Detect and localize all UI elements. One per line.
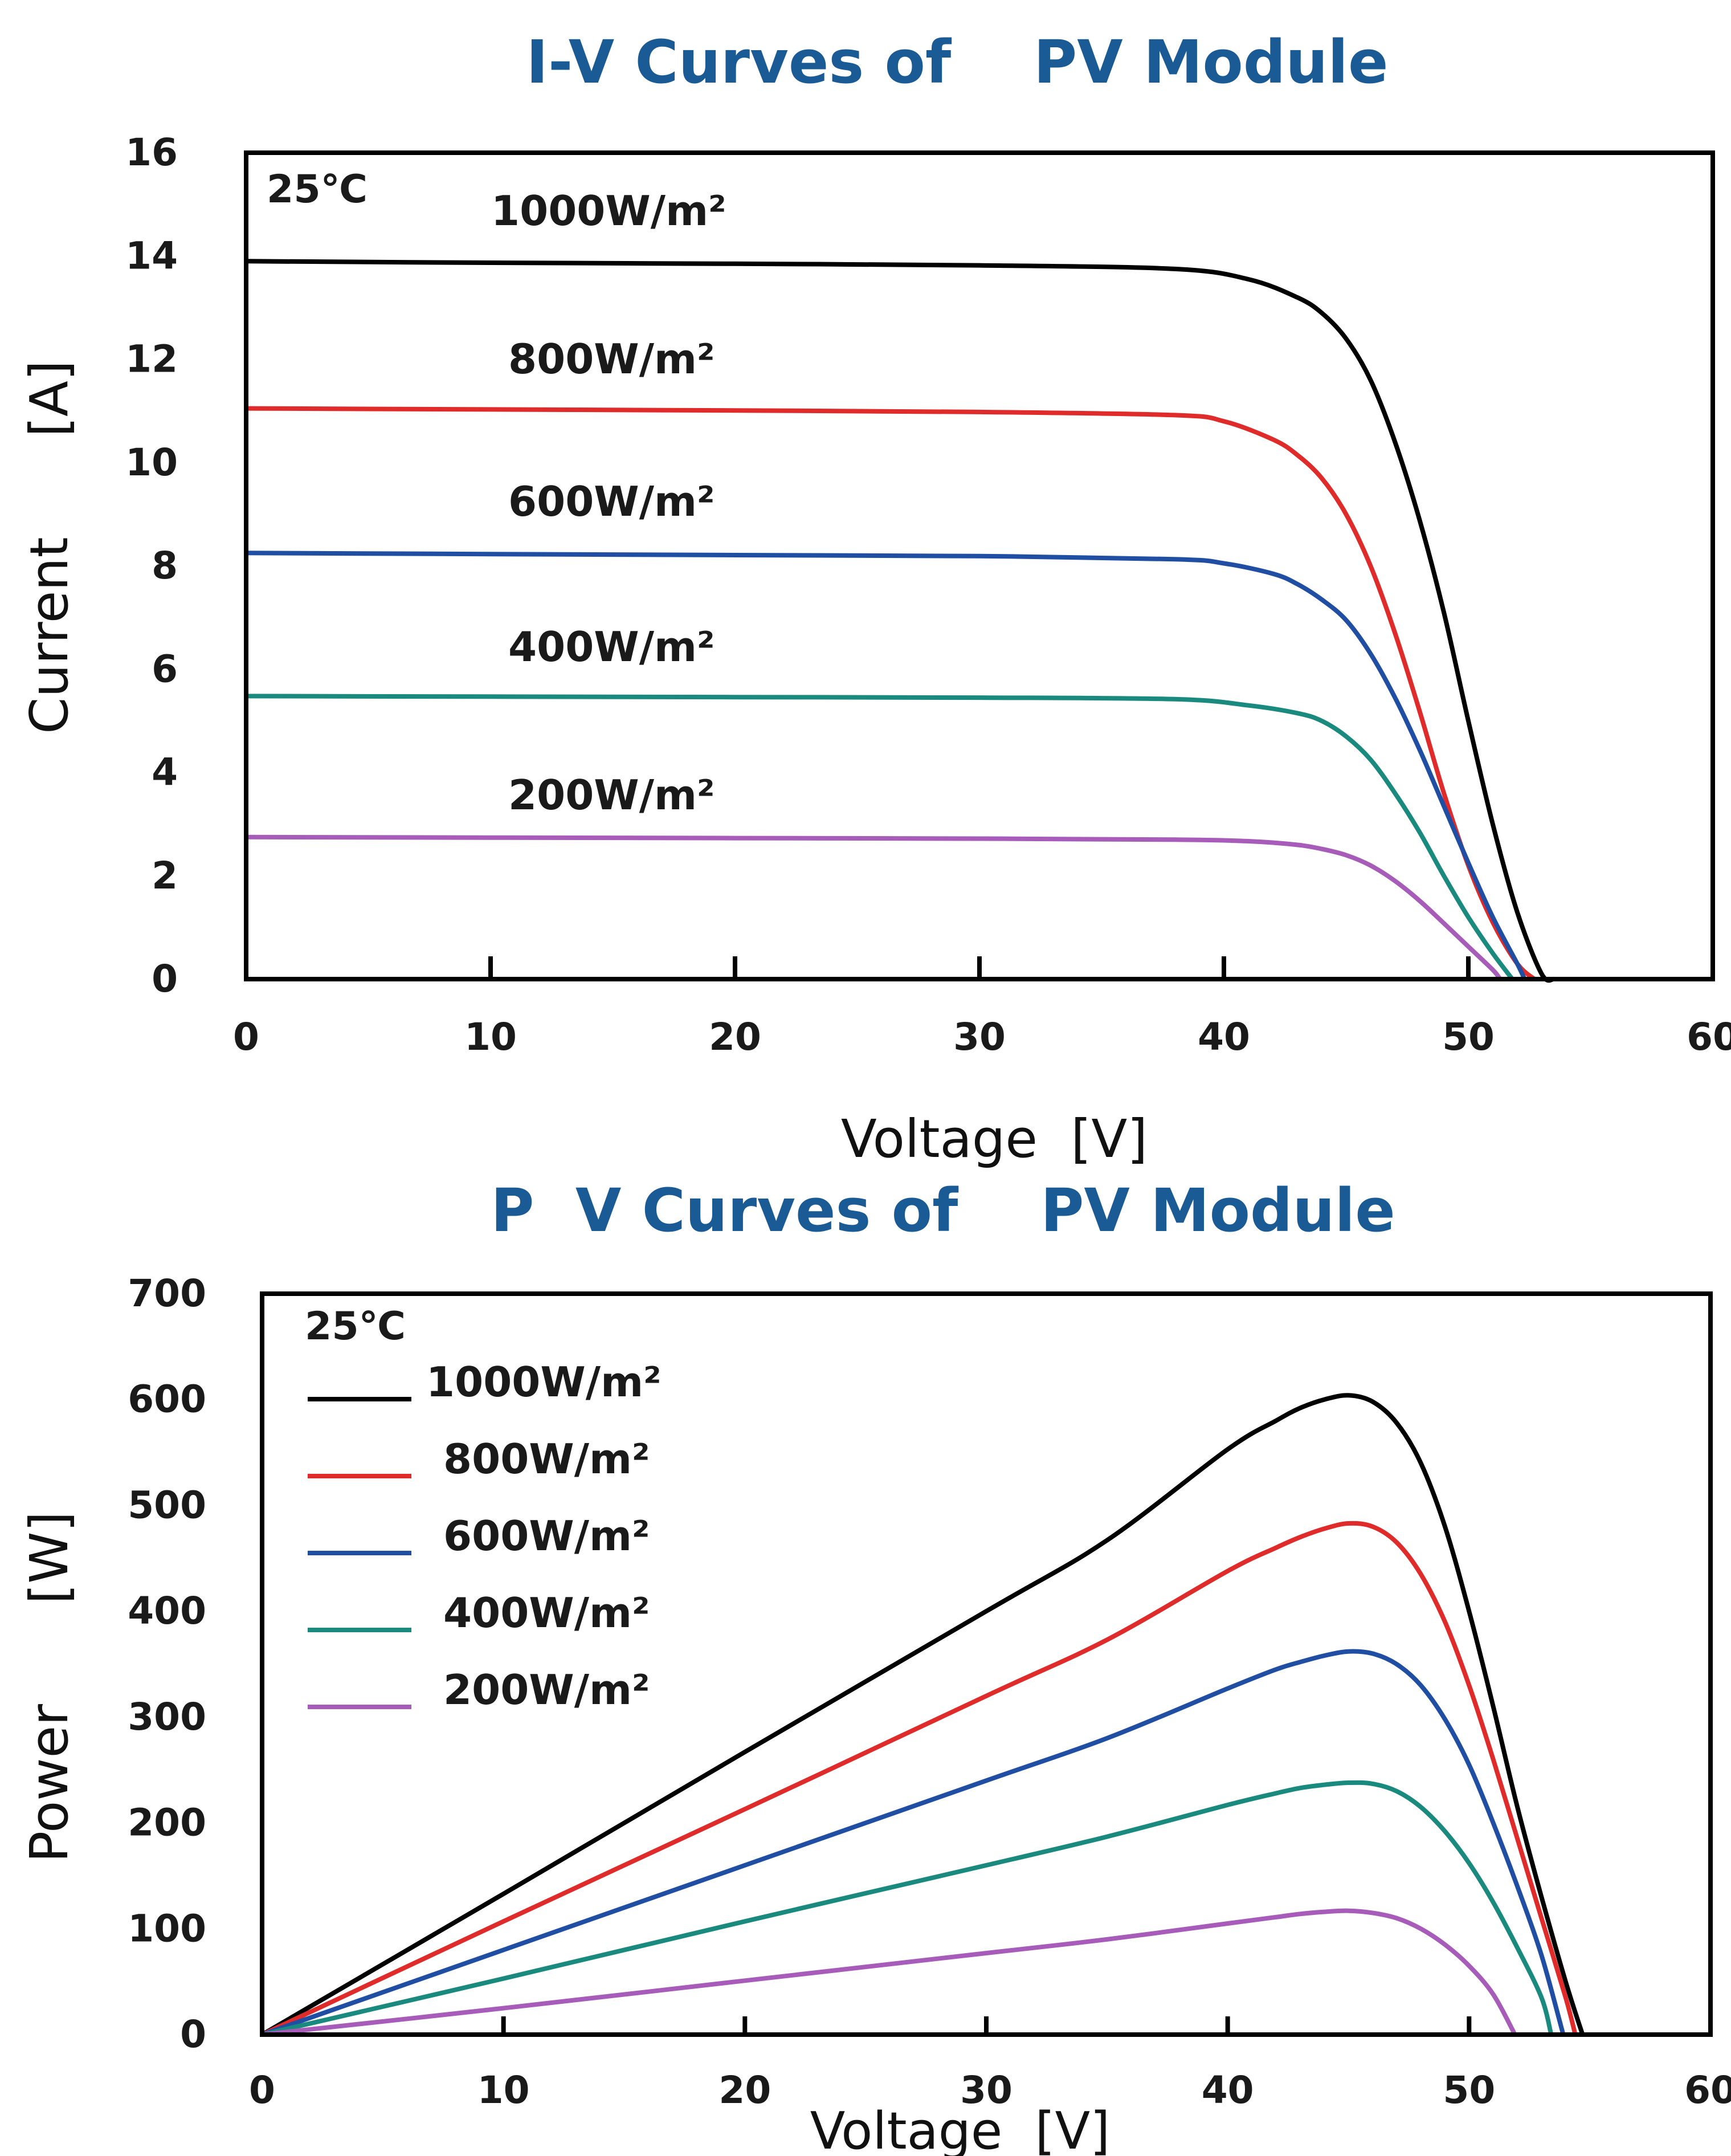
iv-x-tick-label: 60 — [1687, 1015, 1731, 1059]
iv-plot-frame — [244, 150, 1715, 981]
iv-x-tick-label: 0 — [233, 1015, 259, 1059]
pv-legend-label-200w-m: 200W/m² — [443, 1666, 650, 1714]
pv-series-line-600w-m — [260, 1649, 1566, 2037]
iv-y-tick-label: 12 — [125, 337, 178, 381]
pv-y-axis-label: Power [W] — [19, 1511, 80, 1862]
pv-y-tick-label: 100 — [128, 1906, 206, 1950]
pv-y-tick-label: 600 — [128, 1377, 206, 1421]
pv-series-line-1000w-m — [260, 1393, 1585, 2037]
pv-x-tick-label: 40 — [1202, 2068, 1254, 2112]
pv-series-group — [260, 1393, 1585, 2037]
pv-y-tick-label: 400 — [128, 1589, 206, 1633]
pv-chart-title: P V Curves of PV Module — [491, 1176, 1395, 1245]
pv-series-line-400w-m — [260, 1780, 1554, 2037]
pv-y-tick-label: 0 — [180, 2012, 206, 2056]
pv-y-tick-label: 200 — [128, 1801, 206, 1845]
pv-x-tick-label: 20 — [718, 2068, 771, 2112]
iv-curve-label-600w-m: 600W/m² — [508, 478, 715, 525]
iv-y-tick-label: 6 — [152, 647, 178, 691]
iv-series-line-200w-m — [244, 834, 1503, 981]
iv-x-tick-label: 40 — [1198, 1015, 1250, 1059]
pv-chart: P V Curves of PV Module 0100200300400500… — [19, 1176, 1731, 2156]
pv-legend-label-600w-m: 600W/m² — [443, 1512, 650, 1560]
iv-y-tick-label: 4 — [152, 751, 178, 794]
pv-series-line-800w-m — [260, 1521, 1578, 2037]
iv-curve-label-1000w-m: 1000W/m² — [491, 187, 726, 235]
pv-x-axis-label: Voltage [V] — [810, 2101, 1111, 2156]
iv-y-tick-label: 14 — [125, 234, 178, 278]
iv-x-axis-label: Voltage [V] — [841, 1108, 1148, 1169]
iv-x-tick-label: 20 — [709, 1015, 761, 1059]
iv-curve-label-800w-m: 800W/m² — [508, 335, 715, 383]
iv-curve-label-400w-m: 400W/m² — [508, 623, 715, 671]
iv-y-tick-label: 16 — [125, 131, 178, 174]
pv-legend-label-1000w-m: 1000W/m² — [426, 1358, 662, 1406]
pv-x-tick-label: 50 — [1443, 2068, 1495, 2112]
pv-series-line-200w-m — [260, 1908, 1517, 2037]
iv-series-line-600w-m — [244, 551, 1527, 981]
iv-curve-label-200w-m: 200W/m² — [508, 771, 715, 819]
pv-x-tick-label: 10 — [477, 2068, 530, 2112]
iv-chart: I-V Curves of PV Module 0 2 4 6 8 10 12 14 16 0 1… — [19, 27, 1731, 1169]
pv-y-ticks: 0 100 200 300 400 500 600 700 — [128, 1271, 206, 2056]
pv-x-tick-label: 0 — [249, 2068, 275, 2112]
pv-x-tick-label: 30 — [960, 2068, 1013, 2112]
iv-curve-labels: 1000W/m² 800W/m² 600W/m² 400W/m² 200W/m² — [491, 187, 726, 819]
iv-y-tick-label: 2 — [152, 854, 178, 898]
iv-y-ticks: 0 2 4 6 8 10 12 14 16 — [125, 131, 178, 1001]
pv-legend-label-800w-m: 800W/m² — [443, 1435, 650, 1483]
iv-x-tick-label: 10 — [464, 1015, 517, 1059]
iv-x-tick-label: 30 — [953, 1015, 1006, 1059]
iv-series-line-400w-m — [244, 694, 1515, 981]
pv-y-tick-label: 300 — [128, 1695, 206, 1739]
pv-legend: 1000W/m² 800W/m² 600W/m² 400W/m² 200W/m² — [308, 1358, 662, 1714]
pv-legend-label-400w-m: 400W/m² — [443, 1589, 650, 1637]
pv-x-tick-label: 60 — [1684, 2068, 1731, 2112]
pv-y-tick-label: 500 — [128, 1483, 206, 1527]
iv-series-group — [244, 259, 1557, 983]
iv-y-tick-label: 8 — [152, 544, 178, 588]
iv-y-tick-label: 0 — [152, 957, 178, 1001]
iv-x-tick-label: 50 — [1442, 1015, 1495, 1059]
iv-series-line-1000w-m — [244, 259, 1557, 983]
iv-temperature-annotation: 25℃ — [267, 167, 368, 212]
pv-plot-frame — [260, 1291, 1713, 2037]
iv-y-axis-label: Current [A] — [19, 360, 80, 734]
iv-y-tick-label: 10 — [125, 441, 178, 484]
pv-y-tick-label: 700 — [128, 1271, 206, 1315]
iv-chart-title: I-V Curves of PV Module — [526, 27, 1388, 97]
pv-x-ticks: 0 10 20 30 40 50 60 — [249, 2016, 1731, 2112]
pv-temperature-annotation: 25℃ — [305, 1304, 406, 1349]
iv-x-ticks: 0 10 20 30 40 50 60 — [233, 956, 1731, 1059]
